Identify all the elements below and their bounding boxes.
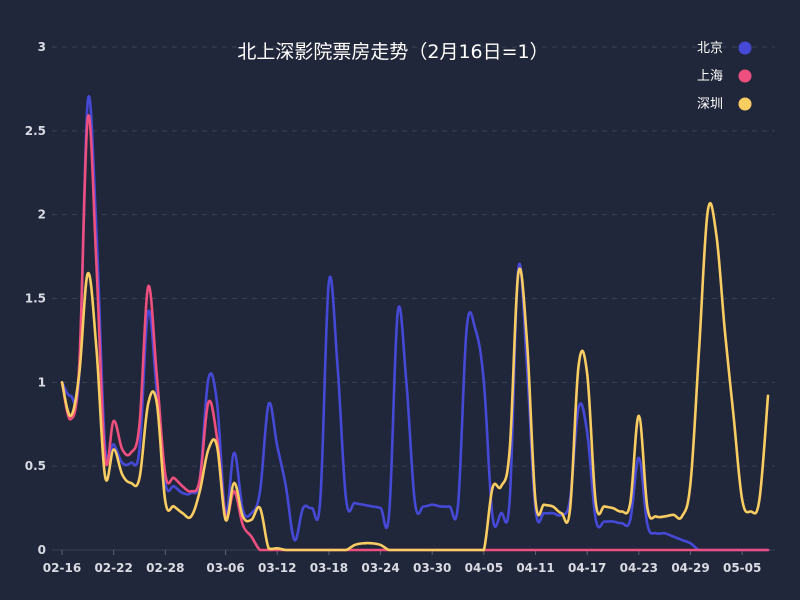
x-tick-label: 02-22 xyxy=(94,561,132,575)
y-tick-label: 2 xyxy=(38,208,46,222)
legend-label: 上海 xyxy=(697,69,723,84)
y-tick-label: 0.5 xyxy=(25,459,46,473)
legend-item[interactable]: 上海 xyxy=(697,69,752,84)
x-tick-label: 05-05 xyxy=(723,561,761,575)
x-tick-label: 03-30 xyxy=(413,561,451,575)
legend-marker xyxy=(738,69,752,83)
series-lines xyxy=(60,95,770,552)
x-tick-label: 03-06 xyxy=(206,561,244,575)
x-tick-label: 04-11 xyxy=(516,561,554,575)
y-tick-label: 2.5 xyxy=(25,124,46,138)
y-tick-label: 1.5 xyxy=(25,292,46,306)
series-line-0 xyxy=(60,95,770,552)
x-tick-label: 03-12 xyxy=(258,561,296,575)
x-tick-label: 04-29 xyxy=(671,561,709,575)
legend-label: 北京 xyxy=(697,41,723,56)
series-line-1 xyxy=(60,114,770,552)
x-tick-label: 03-24 xyxy=(361,561,399,575)
chart-title: 北上深影院票房走势（2月16日=1） xyxy=(237,41,548,63)
legend-label: 深圳 xyxy=(697,97,723,112)
y-tick-label: 1 xyxy=(38,375,46,389)
x-tick-label: 02-28 xyxy=(146,561,184,575)
legend-item[interactable]: 北京 xyxy=(697,41,752,56)
y-tick-label: 0 xyxy=(38,543,46,557)
legend-marker xyxy=(738,41,752,55)
y-tick-label: 3 xyxy=(38,40,46,54)
x-tick-label: 04-17 xyxy=(568,561,606,575)
x-tick-label: 03-18 xyxy=(310,561,348,575)
legend-item[interactable]: 深圳 xyxy=(697,97,752,112)
x-tick-label: 04-05 xyxy=(465,561,503,575)
x-axis: 02-16 02-22 02-28 03-06 03-12 03-18 03-24 03-30… xyxy=(43,550,761,575)
series-line-2 xyxy=(60,202,770,552)
x-tick-label: 02-16 xyxy=(43,561,81,575)
x-tick-label: 04-23 xyxy=(620,561,658,575)
legend-marker xyxy=(738,97,752,111)
y-axis: 0 0.5 1 1.5 2 2.5 3 xyxy=(25,40,46,557)
grid-lines xyxy=(52,46,775,551)
